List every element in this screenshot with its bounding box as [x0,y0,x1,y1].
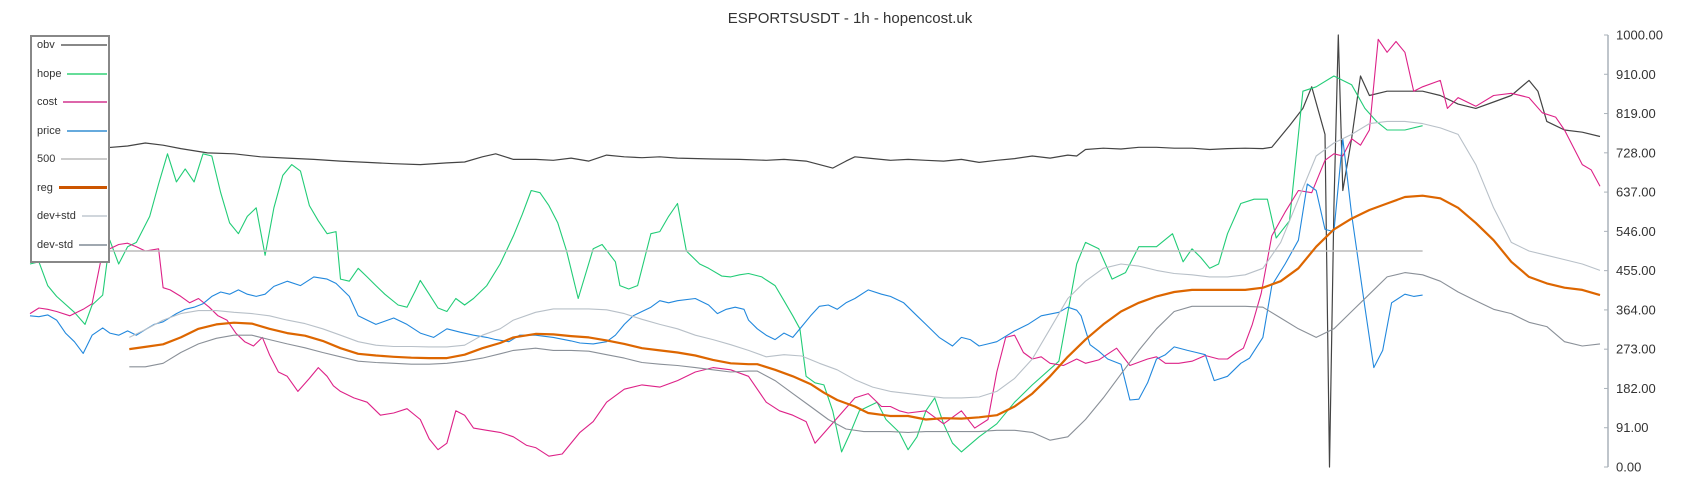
y-tick-label: 910.00 [1616,67,1656,82]
chart-legend: obv hope cost price 500 reg dev+std dev-std [30,35,110,263]
series-hope [29,75,1423,453]
series-cost [29,38,1601,457]
legend-item-hope[interactable]: hope [37,68,107,80]
series-reg [129,194,1601,421]
y-tick-label: 0.00 [1616,460,1641,475]
series-obv [100,34,1601,468]
legend-label: price [37,124,61,137]
legend-swatch-icon [61,158,107,160]
y-tick-label: 455.00 [1616,263,1656,278]
y-tick-label: 637.00 [1616,185,1656,200]
y-tick-label: 91.00 [1616,420,1649,435]
legend-swatch-icon [79,243,107,246]
series-dev-std [129,272,1601,441]
legend-item-obv[interactable]: obv [37,39,107,51]
legend-swatch-icon [63,101,107,103]
y-tick-label: 819.00 [1616,106,1656,121]
legend-label: 500 [37,153,56,165]
legend-item-price[interactable]: price [37,125,107,137]
y-tick-label: 1000.00 [1616,28,1663,43]
y-axis-right: 1000.00 910.00 819.00 728.00 637.00 546.00 455… [1604,28,1663,475]
y-tick-label: 273.00 [1616,342,1656,357]
legend-item-dev-std[interactable]: dev+std [37,210,107,222]
y-tick-label: 728.00 [1616,145,1656,160]
legend-label: dev+std [37,210,76,222]
legend-item-cost[interactable]: cost [37,96,107,108]
y-tick-label: 364.00 [1616,302,1656,317]
legend-item-reg[interactable]: reg [37,182,107,194]
y-tick-label: 182.00 [1616,381,1656,396]
legend-item-dev-std[interactable]: dev-std [37,239,107,251]
legend-swatch-icon [67,72,107,75]
y-tick-label: 546.00 [1616,224,1656,239]
legend-label: hope [37,67,62,80]
legend-label: dev-std [37,238,74,251]
legend-swatch-icon [58,186,107,189]
legend-label: cost [37,96,58,108]
legend-label: obv [37,39,55,51]
chart-title: ESPORTSUSDT - 1h - hopencost.uk [727,10,973,27]
series-dev-std [129,120,1601,399]
legend-label: reg [37,181,53,194]
legend-swatch-icon [60,44,107,46]
legend-swatch-icon [66,129,107,132]
legend-item-500[interactable]: 500 [37,153,107,165]
series-layer [29,34,1601,468]
legend-swatch-icon [81,215,107,217]
series-price [29,138,1423,401]
